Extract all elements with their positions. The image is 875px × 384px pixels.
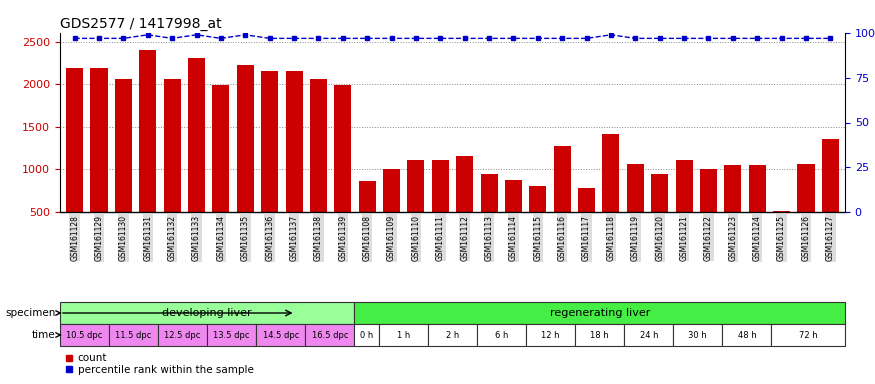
Bar	[408, 160, 424, 255]
Text: developing liver: developing liver	[163, 308, 252, 318]
Bar	[383, 169, 400, 255]
Bar	[651, 174, 668, 255]
Text: regenerating liver: regenerating liver	[550, 308, 650, 318]
Text: 13.5 dpc: 13.5 dpc	[214, 331, 250, 339]
Bar	[626, 164, 644, 255]
Bar	[213, 85, 229, 255]
Bar	[431, 160, 449, 255]
Bar	[477, 324, 526, 346]
Bar	[602, 134, 620, 255]
Bar	[772, 324, 845, 346]
Bar	[774, 211, 790, 255]
Bar	[310, 79, 327, 255]
Bar	[90, 68, 108, 255]
Text: 12 h: 12 h	[542, 331, 560, 339]
Bar	[526, 324, 575, 346]
Bar	[60, 302, 354, 324]
Bar	[723, 324, 772, 346]
Bar	[797, 164, 815, 255]
Bar	[115, 79, 132, 255]
Bar	[237, 65, 254, 255]
Bar	[66, 68, 83, 255]
Bar	[700, 169, 717, 255]
Text: 11.5 dpc: 11.5 dpc	[116, 331, 151, 339]
Text: 24 h: 24 h	[640, 331, 658, 339]
Bar	[164, 79, 180, 255]
Text: 16.5 dpc: 16.5 dpc	[312, 331, 348, 339]
Bar	[60, 324, 109, 346]
Text: 72 h: 72 h	[799, 331, 817, 339]
Legend: count, percentile rank within the sample: count, percentile rank within the sample	[66, 353, 254, 375]
Bar	[207, 324, 256, 346]
Bar	[749, 165, 766, 255]
Text: 12.5 dpc: 12.5 dpc	[164, 331, 201, 339]
Bar	[158, 324, 207, 346]
Bar	[354, 324, 379, 346]
Bar	[139, 50, 157, 255]
Bar	[305, 324, 354, 346]
Bar	[480, 174, 498, 255]
Bar	[578, 188, 595, 255]
Bar	[354, 302, 845, 324]
Bar	[261, 71, 278, 255]
Bar	[673, 324, 723, 346]
Bar	[428, 324, 477, 346]
Text: GDS2577 / 1417998_at: GDS2577 / 1417998_at	[60, 17, 221, 31]
Bar	[724, 165, 741, 255]
Bar	[822, 139, 839, 255]
Bar	[456, 156, 473, 255]
Bar	[334, 85, 352, 255]
Text: 1 h: 1 h	[397, 331, 410, 339]
Text: 48 h: 48 h	[738, 331, 756, 339]
Text: 14.5 dpc: 14.5 dpc	[262, 331, 299, 339]
Bar	[505, 180, 522, 255]
Text: 6 h: 6 h	[495, 331, 508, 339]
Bar	[256, 324, 305, 346]
Bar	[575, 324, 624, 346]
Bar	[529, 186, 546, 255]
Bar	[285, 71, 303, 255]
Text: specimen: specimen	[5, 308, 56, 318]
Text: 10.5 dpc: 10.5 dpc	[66, 331, 102, 339]
Bar	[554, 146, 570, 255]
Text: 18 h: 18 h	[591, 331, 609, 339]
Text: time: time	[32, 330, 56, 340]
Text: 30 h: 30 h	[689, 331, 707, 339]
Text: 2 h: 2 h	[446, 331, 459, 339]
Bar	[624, 324, 673, 346]
Bar	[109, 324, 158, 346]
Bar	[359, 181, 375, 255]
Bar	[676, 160, 693, 255]
Bar	[379, 324, 428, 346]
Text: 0 h: 0 h	[360, 331, 374, 339]
Bar	[188, 58, 205, 255]
